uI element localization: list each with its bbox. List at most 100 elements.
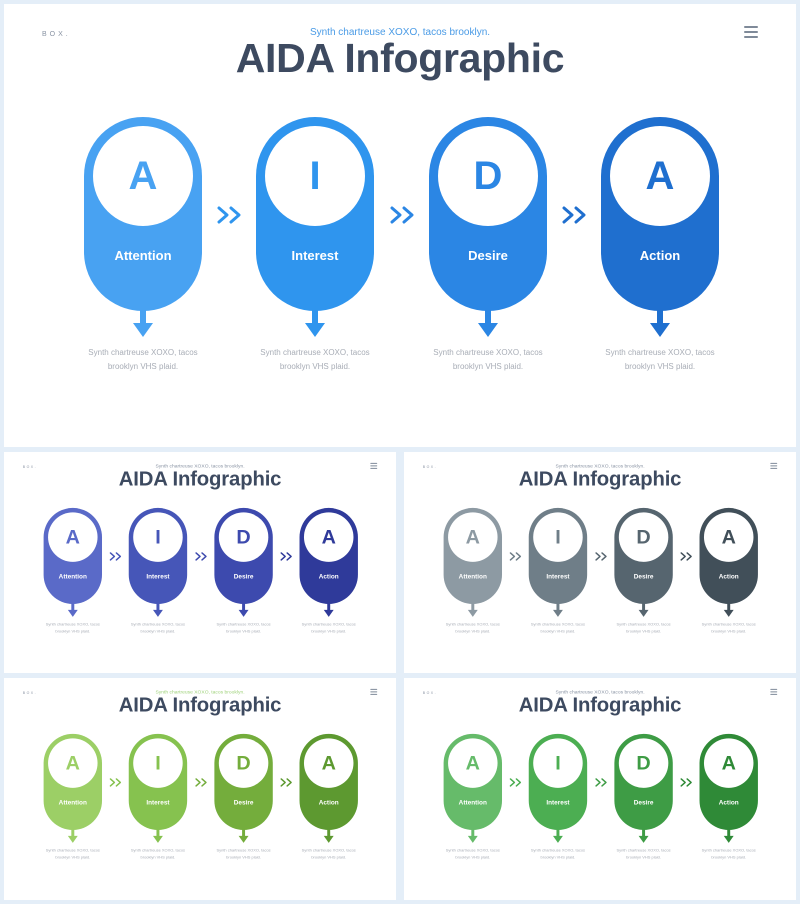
double-chevron-right-icon (509, 551, 524, 561)
double-chevron-right-icon (280, 551, 295, 561)
double-chevron-right-icon (509, 777, 524, 787)
step-desire: D Desire (614, 507, 673, 604)
step-description: Synth chartreuse XOXO, tacos brooklyn VH… (216, 848, 271, 860)
hamburger-menu-icon[interactable] (744, 26, 758, 39)
step-letter: I (133, 738, 183, 788)
step-letter: D (218, 738, 269, 788)
page-title: AIDA Infographic (518, 467, 682, 491)
step-attention: A Attention (43, 733, 103, 830)
slide-lime[interactable]: BOX. Synth chartreuse XOXO, tacos brookl… (4, 678, 396, 900)
brand-logo: BOX. (422, 465, 438, 469)
step-letter: A (448, 738, 498, 788)
double-chevron-right-icon (195, 777, 210, 787)
step-letter: D (438, 126, 538, 226)
step-letter: A (303, 512, 354, 562)
step-label: Action (718, 572, 739, 581)
step-letter: A (48, 738, 98, 788)
hamburger-menu-icon[interactable] (370, 688, 378, 695)
down-arrow-icon (638, 828, 649, 844)
step-attention: A Attention (443, 733, 503, 830)
down-arrow-icon (467, 602, 478, 618)
step-label: Action (718, 798, 739, 807)
down-arrow-icon (67, 828, 78, 844)
double-chevron-right-icon (389, 205, 419, 225)
step-label: Interest (146, 572, 170, 581)
hamburger-menu-icon[interactable] (370, 462, 378, 469)
step-label: Interest (546, 572, 570, 581)
slide-slate[interactable]: BOX. Synth chartreuse XOXO, tacos brookl… (404, 452, 796, 673)
step-action: A Action (601, 117, 719, 311)
step-desire: D Desire (214, 507, 273, 604)
step-description: Synth chartreuse XOXO, tacos brooklyn VH… (605, 348, 715, 371)
brand-logo: BOX. (422, 691, 438, 695)
step-attention: A Attention (43, 507, 103, 604)
step-letter: D (618, 512, 669, 562)
page-title: AIDA Infographic (118, 467, 282, 491)
step-action: A Action (299, 733, 358, 830)
step-letter: A (93, 126, 193, 226)
step-desire: D Desire (429, 117, 547, 311)
step-letter: D (218, 512, 269, 562)
step-description: Synth chartreuse XOXO, tacos brooklyn VH… (260, 348, 370, 371)
step-description: Synth chartreuse XOXO, tacos brooklyn VH… (433, 348, 543, 371)
down-arrow-icon (304, 309, 326, 339)
step-description: Synth chartreuse XOXO, tacos brooklyn VH… (530, 622, 586, 634)
subtitle: Synth chartreuse XOXO, tacos brooklyn. (555, 689, 645, 695)
step-label: Desire (233, 798, 254, 807)
page-title: AIDA Infographic (235, 35, 565, 81)
step-label: Interest (146, 798, 170, 807)
slide-blue[interactable]: BOX. Synth chartreuse XOXO, tacos brookl… (4, 4, 796, 447)
step-description: Synth chartreuse XOXO, tacos brooklyn VH… (301, 622, 356, 634)
brand-logo: BOX. (22, 465, 38, 469)
slide-indigo[interactable]: BOX. Synth chartreuse XOXO, tacos brookl… (4, 452, 396, 673)
step-label: Action (318, 798, 339, 807)
hamburger-menu-icon[interactable] (770, 462, 778, 469)
down-arrow-icon (723, 602, 734, 618)
hamburger-menu-icon[interactable] (770, 688, 778, 695)
step-letter: I (533, 738, 583, 788)
down-arrow-icon (638, 602, 649, 618)
step-letter: I (133, 512, 183, 562)
step-description: Synth chartreuse XOXO, tacos brooklyn VH… (445, 848, 500, 860)
down-arrow-icon (152, 828, 164, 844)
step-description: Synth chartreuse XOXO, tacos brooklyn VH… (701, 848, 756, 860)
step-description: Synth chartreuse XOXO, tacos brooklyn VH… (616, 622, 671, 634)
brand-logo: BOX. (22, 691, 38, 695)
step-desire: D Desire (214, 733, 273, 830)
step-label: Desire (633, 572, 654, 581)
subtitle: Synth chartreuse XOXO, tacos brooklyn. (155, 689, 245, 695)
step-label: Interest (546, 798, 570, 807)
step-label: Attention (58, 572, 87, 581)
down-arrow-icon (152, 602, 164, 618)
double-chevron-right-icon (195, 551, 210, 561)
step-letter: D (618, 738, 669, 788)
step-description: Synth chartreuse XOXO, tacos brooklyn VH… (445, 622, 500, 634)
step-label: Interest (291, 248, 339, 263)
step-description: Synth chartreuse XOXO, tacos brooklyn VH… (216, 622, 271, 634)
down-arrow-icon (552, 828, 564, 844)
step-letter: A (448, 512, 498, 562)
down-arrow-icon (323, 602, 334, 618)
down-arrow-icon (67, 602, 78, 618)
slide-green[interactable]: BOX. Synth chartreuse XOXO, tacos brookl… (404, 678, 796, 900)
step-letter: A (48, 512, 98, 562)
double-chevron-right-icon (216, 205, 246, 225)
step-interest: I Interest (128, 733, 188, 830)
step-letter: A (303, 738, 354, 788)
step-label: Attention (458, 572, 487, 581)
page-title: AIDA Infographic (518, 693, 682, 717)
step-attention: A Attention (84, 117, 202, 311)
double-chevron-right-icon (280, 777, 295, 787)
step-description: Synth chartreuse XOXO, tacos brooklyn VH… (88, 348, 198, 371)
step-description: Synth chartreuse XOXO, tacos brooklyn VH… (616, 848, 671, 860)
subtitle: Synth chartreuse XOXO, tacos brooklyn. (555, 463, 645, 469)
down-arrow-icon (238, 602, 249, 618)
double-chevron-right-icon (109, 777, 124, 787)
double-chevron-right-icon (595, 551, 610, 561)
step-interest: I Interest (256, 117, 374, 311)
step-label: Desire (633, 798, 654, 807)
step-action: A Action (299, 507, 358, 604)
down-arrow-icon (649, 309, 671, 339)
step-description: Synth chartreuse XOXO, tacos brooklyn VH… (130, 848, 186, 860)
step-action: A Action (699, 507, 758, 604)
